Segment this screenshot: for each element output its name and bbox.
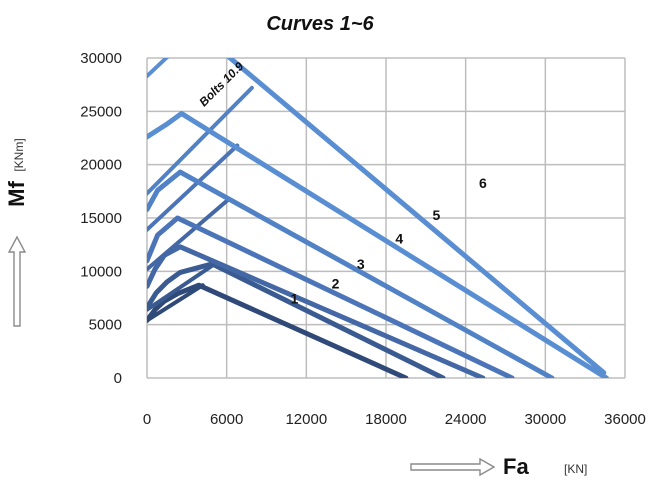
bolt-limit-line (147, 58, 170, 79)
series-6 (147, 58, 609, 378)
x-axis-title: Fa [KN] (410, 454, 587, 479)
y-tick-label: 30000 (80, 50, 122, 67)
bolt-limit-line (147, 262, 216, 312)
y-tick-label: 10000 (80, 263, 122, 280)
y-tick-labels: 0 5000 10000 15000 20000 25000 30000 (80, 50, 122, 387)
bolt-limit-line (147, 197, 230, 272)
right-arrow-icon (410, 457, 496, 477)
series-outer (226, 58, 607, 376)
curve-labels: 1 2 3 4 5 6 (290, 175, 487, 306)
y-tick-label: 25000 (80, 103, 122, 120)
y-axis-title: Mf [KNm] (4, 138, 29, 327)
curve-label: 5 (433, 207, 441, 223)
series-4 (147, 143, 515, 378)
x-tick-label: 30000 (524, 411, 566, 428)
curve-label: 2 (332, 275, 340, 291)
bolt-limit-line (147, 283, 205, 323)
y-axis-label: Mf (4, 181, 29, 207)
curve-line (147, 169, 555, 378)
curve-line (147, 111, 609, 378)
y-tick-label: 5000 (89, 317, 122, 334)
curve-label: 4 (395, 231, 403, 247)
curve-label: 6 (479, 175, 487, 191)
grid (146, 57, 626, 379)
x-tick-label: 6000 (210, 411, 243, 428)
y-axis-unit: [KNm] (12, 138, 26, 171)
curve-line (147, 215, 515, 378)
x-tick-label: 12000 (285, 411, 327, 428)
series-1 (147, 282, 409, 378)
up-arrow-icon (7, 235, 27, 327)
x-tick-label: 18000 (365, 411, 407, 428)
x-tick-label: 24000 (445, 411, 487, 428)
y-tick-label: 20000 (80, 157, 122, 174)
curve-line (147, 282, 409, 378)
x-tick-label: 0 (143, 411, 151, 428)
x-tick-label: 36000 (604, 411, 646, 428)
curve-label: 3 (357, 256, 365, 272)
x-axis-label: Fa (503, 454, 529, 479)
x-tick-labels: 0 6000 12000 18000 24000 30000 36000 (143, 411, 646, 428)
x-axis-unit: [KN] (564, 462, 587, 476)
y-tick-label: 0 (114, 370, 122, 387)
y-tick-label: 15000 (80, 210, 122, 227)
chart-title: Curves 1~6 (266, 13, 374, 35)
bolt-limit-line (147, 143, 240, 232)
series-2 (147, 261, 446, 378)
curve-label: 1 (290, 290, 298, 306)
curve-line (147, 261, 446, 378)
series-3 (147, 197, 486, 378)
series-5 (147, 85, 555, 378)
series-group (147, 58, 609, 378)
bolt-limit-line (147, 85, 254, 196)
curve-line (226, 58, 607, 376)
